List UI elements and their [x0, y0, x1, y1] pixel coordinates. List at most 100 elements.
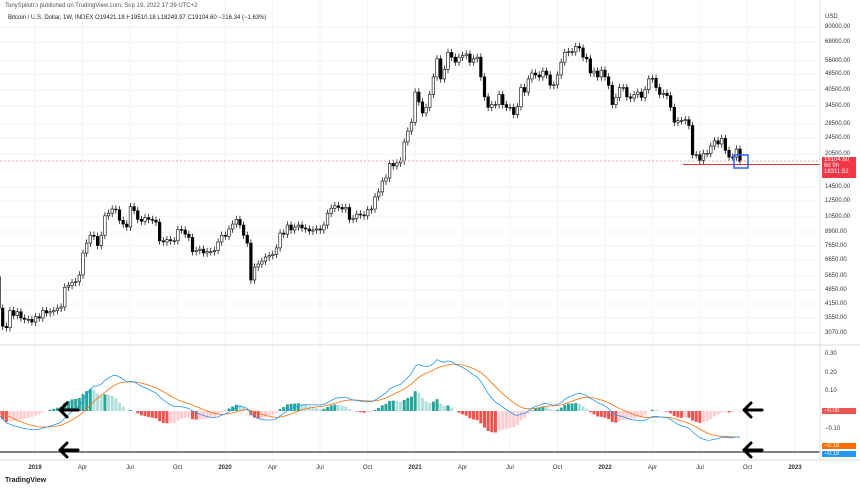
- macd-histogram-bar: [391, 400, 395, 411]
- macd-histogram-bar: [220, 411, 224, 413]
- macd-histogram-bar: [205, 411, 209, 419]
- macd-histogram-bar: [676, 411, 680, 418]
- candle-up: [55, 307, 60, 311]
- macd-histogram-bar: [610, 411, 614, 423]
- macd-histogram-bar: [121, 406, 125, 411]
- arrow-left-icon: [742, 441, 764, 459]
- candle-down: [512, 107, 516, 115]
- candle-up: [165, 239, 169, 243]
- macd-histogram-bar: [344, 406, 348, 411]
- price-tick-label: 48500.00: [825, 71, 851, 77]
- candle-up: [636, 91, 640, 95]
- macd-histogram-bar: [687, 411, 691, 418]
- macd-histogram-bar: [723, 411, 727, 413]
- candle-up: [172, 240, 176, 242]
- arrow-left-icon: [58, 441, 80, 459]
- macd-histogram-bar: [150, 411, 154, 418]
- macd-histogram-bar: [435, 399, 439, 411]
- highlight-box[interactable]: [733, 154, 749, 169]
- macd-histogram-bar: [439, 403, 443, 411]
- candle-up: [676, 120, 680, 123]
- candle-up: [621, 87, 625, 89]
- candle-up: [424, 107, 428, 114]
- macd-histogram-bar: [304, 405, 308, 411]
- macd-histogram-bar: [77, 398, 81, 411]
- candle-up: [530, 72, 534, 80]
- macd-histogram-bar: [253, 411, 257, 418]
- time-tick-label: Oct: [363, 465, 373, 471]
- candle-down: [420, 101, 425, 114]
- candle-up: [563, 52, 567, 63]
- macd-histogram-bar: [274, 411, 278, 413]
- candle-up: [285, 224, 290, 235]
- macd-histogram-bar: [475, 411, 479, 421]
- last-price: 19104.60: [824, 157, 850, 163]
- macd-tag: −0.19: [822, 451, 856, 457]
- candle-down: [304, 227, 308, 230]
- macd-histogram-bar: [212, 411, 216, 417]
- candle-down: [92, 234, 96, 237]
- macd-histogram-bar: [585, 408, 589, 411]
- candle-up: [694, 154, 698, 156]
- macd-histogram-bar: [457, 411, 461, 413]
- candle-up: [99, 234, 103, 246]
- candle-up: [70, 282, 74, 286]
- candle-up: [234, 219, 238, 225]
- candle-down: [190, 237, 195, 253]
- macd-histogram-bar: [128, 410, 132, 411]
- macd-histogram-bar: [545, 407, 549, 411]
- candle-down: [154, 220, 158, 223]
- candle-up: [734, 148, 738, 158]
- price-tick-label: 80000.00: [825, 24, 851, 30]
- candle-down: [588, 58, 592, 74]
- macd-histogram-bar: [322, 408, 326, 411]
- candle-down: [158, 221, 162, 242]
- candle-down: [307, 228, 311, 232]
- macd-histogram-bar: [118, 402, 121, 411]
- macd-histogram-bar: [716, 411, 720, 415]
- time-tick-label: 2023: [788, 465, 802, 471]
- candle-up: [271, 254, 275, 256]
- candle-up: [566, 51, 571, 53]
- macd-histogram-bar: [399, 401, 403, 411]
- candle-up: [88, 234, 92, 244]
- candle-up: [384, 177, 388, 182]
- macd-histogram-bar: [607, 411, 611, 420]
- macd-histogram-bar: [665, 411, 669, 412]
- candle-down: [687, 119, 691, 126]
- macd-histogram-bar: [48, 409, 52, 411]
- price-tick-label: 20500.00: [825, 151, 851, 157]
- candle-up: [406, 130, 410, 143]
- candle-up: [428, 94, 432, 108]
- macd-histogram-bar: [271, 411, 275, 415]
- candle-down: [223, 234, 227, 237]
- macd-histogram-bar: [680, 411, 684, 418]
- macd-histogram-bar: [12, 411, 16, 421]
- candle-down: [625, 87, 629, 98]
- time-tick-label: 2021: [408, 465, 422, 471]
- macd-histogram-bar: [472, 411, 476, 420]
- macd-histogram-bar: [402, 399, 406, 411]
- macd-histogram-bar: [176, 411, 180, 421]
- macd-histogram-bar: [70, 399, 74, 411]
- candle-down: [669, 95, 673, 108]
- macd-histogram-bar: [650, 409, 654, 411]
- macd-histogram-bar: [191, 411, 194, 420]
- candle-up: [701, 153, 706, 161]
- candle-down: [453, 56, 457, 63]
- candle-down: [548, 74, 552, 86]
- macd-histogram-bar: [446, 405, 450, 411]
- candle-up: [110, 208, 114, 214]
- macd-line: [0, 359, 741, 441]
- candle-down: [37, 316, 41, 319]
- candle-up: [395, 162, 399, 167]
- macd-histogram-bar: [0, 411, 1, 415]
- candle-down: [132, 206, 136, 211]
- macd-histogram-bar: [636, 411, 640, 418]
- price-tick-label: 14500.00: [825, 184, 851, 190]
- macd-histogram-bar: [574, 403, 578, 411]
- price-tick-label: 3070.00: [825, 330, 847, 336]
- price-tick-label: 28500.00: [825, 121, 851, 127]
- candle-down: [727, 150, 731, 158]
